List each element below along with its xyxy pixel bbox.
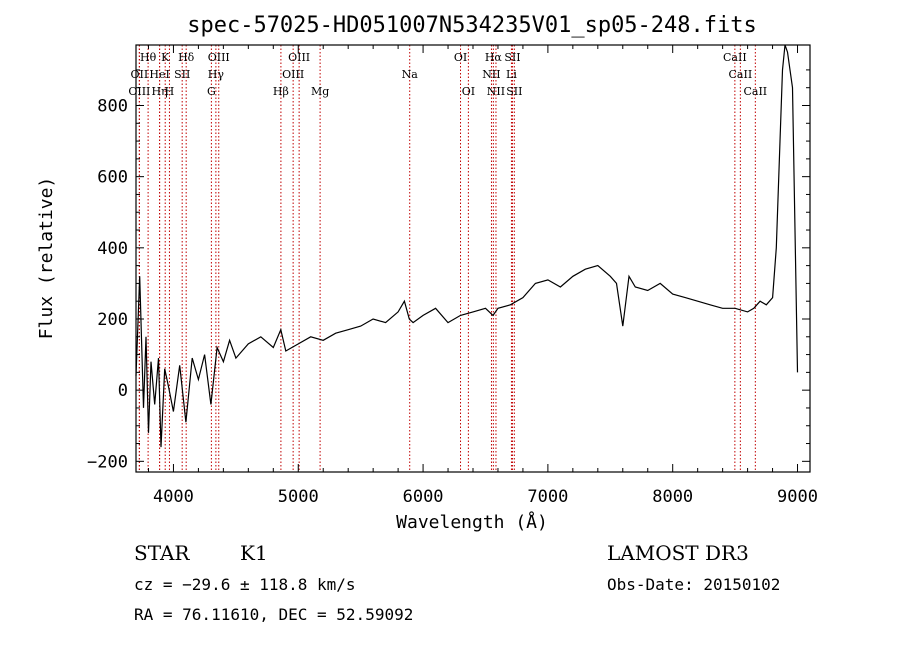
line-marker-label: Mg xyxy=(311,85,329,98)
line-marker-label: HeI xyxy=(149,68,169,81)
line-marker-label: Li xyxy=(506,68,517,81)
x-axis-label: Wavelength (Å) xyxy=(396,511,548,533)
y-axis-ticks: −200 0 200 400 600 800 xyxy=(87,69,810,472)
line-marker-label: OII xyxy=(131,68,149,81)
line-marker-label: SII xyxy=(506,85,522,98)
y-tick-label: 200 xyxy=(97,310,128,330)
coordinates: RA = 76.11610, DEC = 52.59092 xyxy=(134,605,413,624)
line-marker-label: Na xyxy=(402,68,419,81)
y-axis-label: Flux (relative) xyxy=(36,177,57,340)
object-class: STAR xyxy=(134,541,190,565)
x-tick-label: 7000 xyxy=(527,487,568,507)
y-tick-label: 0 xyxy=(118,381,128,401)
line-marker-label: OIII xyxy=(128,85,150,98)
y-tick-label: 400 xyxy=(97,239,128,259)
line-marker-label: SII xyxy=(174,68,190,81)
x-tick-label: 4000 xyxy=(153,487,194,507)
line-markers-group xyxy=(138,45,756,472)
line-marker-label: NII xyxy=(487,85,505,98)
line-marker-label: Hα xyxy=(485,51,503,64)
line-marker-labels: OII Hθ OIII HeI Hη K SII H Hδ OIII Hγ G Hβ OIII OIII Mg… xyxy=(128,51,767,98)
line-marker-label: Hθ xyxy=(140,51,157,64)
line-marker-label: Hγ xyxy=(208,68,225,81)
line-marker-label: CaII xyxy=(743,85,767,98)
line-marker-label: SII xyxy=(504,51,520,64)
y-tick-label: 600 xyxy=(97,168,128,188)
x-tick-label: 5000 xyxy=(278,487,319,507)
flux-series-line xyxy=(135,44,799,448)
line-marker-label: OIII xyxy=(282,68,304,81)
observation-date: Obs-Date: 20150102 xyxy=(607,575,780,594)
x-tick-label: 6000 xyxy=(403,487,444,507)
line-marker-label: OIII xyxy=(208,51,230,64)
x-tick-label: 9000 xyxy=(777,487,818,507)
line-marker-label: H xyxy=(165,85,175,98)
line-marker-label: OI xyxy=(462,85,475,98)
line-marker-label: Hη xyxy=(151,85,167,98)
object-subclass: K1 xyxy=(240,541,268,565)
line-marker-label: NII xyxy=(482,68,500,81)
line-marker-label: OIII xyxy=(288,51,310,64)
plot-frame xyxy=(135,44,811,473)
y-tick-label: 800 xyxy=(97,96,128,116)
survey-name: LAMOST DR3 xyxy=(607,541,749,565)
line-marker-label: K xyxy=(161,51,170,64)
x-tick-label: 8000 xyxy=(652,487,693,507)
line-marker-label: CaII xyxy=(729,68,753,81)
line-marker-label: OI xyxy=(454,51,467,64)
line-marker-label: Hβ xyxy=(273,85,289,98)
redshift-velocity: cz = −29.6 ± 118.8 km/s xyxy=(134,575,356,594)
chart-title: spec-57025-HD051007N534235V01_sp05-248.f… xyxy=(187,13,757,38)
line-marker-label: CaII xyxy=(723,51,747,64)
line-marker-label: Hδ xyxy=(178,51,195,64)
line-marker-label: G xyxy=(207,85,216,98)
x-axis-ticks: 4000 5000 6000 7000 8000 9000 xyxy=(147,45,818,507)
y-tick-label: −200 xyxy=(87,452,128,472)
